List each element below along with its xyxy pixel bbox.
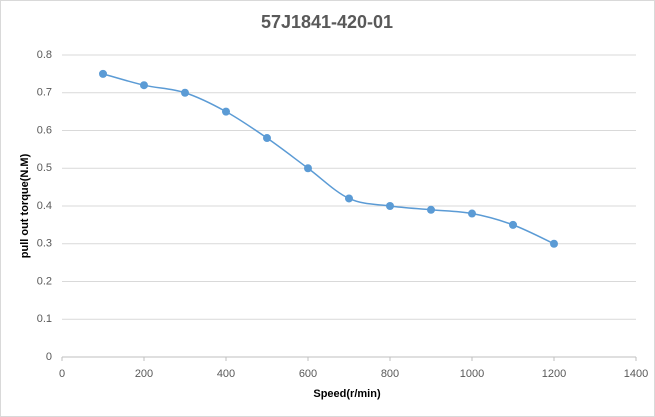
y-tick-label: 0.6 bbox=[37, 124, 52, 136]
y-tick-label: 0.2 bbox=[37, 275, 52, 287]
x-axis-label: Speed(r/min) bbox=[313, 388, 381, 400]
y-tick-label: 0.8 bbox=[37, 49, 52, 61]
data-point bbox=[181, 88, 189, 97]
y-axis-label: pull out torque(N.M) bbox=[19, 153, 31, 258]
chart-title: 57J1841-420-01 bbox=[261, 12, 393, 32]
y-tick-label: 0.4 bbox=[37, 200, 52, 212]
data-point bbox=[140, 81, 148, 90]
data-point bbox=[345, 194, 353, 203]
x-tick-label: 0 bbox=[59, 368, 65, 380]
x-tick-label: 600 bbox=[299, 368, 317, 380]
x-tick-label: 200 bbox=[135, 368, 153, 380]
data-point bbox=[468, 209, 476, 218]
y-tick-label: 0.5 bbox=[37, 162, 52, 174]
y-tick-label: 0.3 bbox=[37, 238, 52, 250]
data-point bbox=[222, 107, 230, 116]
x-tick-label: 1400 bbox=[624, 368, 648, 380]
data-point bbox=[427, 205, 435, 214]
data-point bbox=[304, 164, 312, 173]
y-tick-label: 0.7 bbox=[37, 87, 52, 99]
y-tick-label: 0.1 bbox=[37, 313, 52, 325]
x-tick-label: 400 bbox=[217, 368, 235, 380]
data-point bbox=[550, 239, 558, 248]
y-tick-label: 0 bbox=[46, 351, 52, 363]
data-point bbox=[509, 220, 517, 229]
x-tick-label: 1000 bbox=[460, 368, 484, 380]
data-point bbox=[263, 134, 271, 143]
x-tick-label: 800 bbox=[381, 368, 399, 380]
x-tick-label: 1200 bbox=[542, 368, 566, 380]
data-point bbox=[99, 69, 107, 78]
data-point bbox=[386, 202, 394, 210]
